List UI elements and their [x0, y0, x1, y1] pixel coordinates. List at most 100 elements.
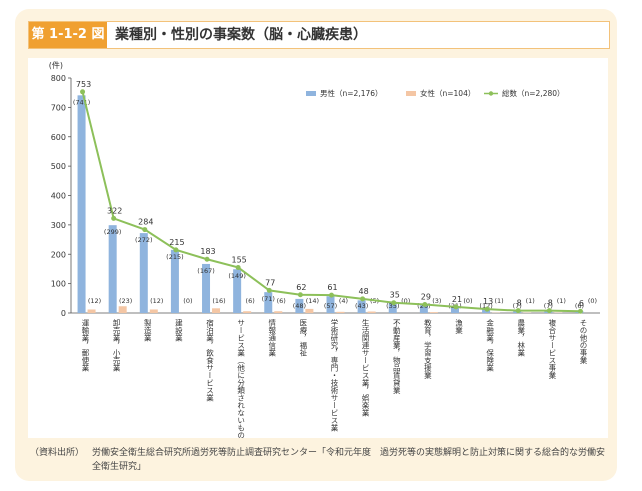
data-label-total: 155	[232, 255, 247, 264]
y-tick-label: 700	[51, 103, 66, 112]
chart: (件) 0 100 200 300 400 500 600 700 800 (741) (12) 運輸業…	[49, 60, 600, 438]
x-category-label: 不動産業，物品賃貸業	[392, 319, 401, 396]
data-label-male: (167)	[197, 267, 214, 275]
data-label-total: 62	[296, 283, 306, 292]
legend-swatch-total-point	[488, 91, 494, 96]
x-category-label: 宿泊業，飲食サービス業	[205, 318, 214, 403]
total-point	[391, 300, 397, 306]
x-category-label: 農業，林業	[516, 318, 525, 358]
source-note: （資料出所） 労働安全衛生総合研究所過労死等防止調査研究センター「令和元年度 過…	[30, 446, 610, 474]
data-label-total: 48	[359, 287, 369, 296]
data-label-male: (6)	[575, 302, 584, 310]
bar-male	[419, 305, 428, 313]
bar-male	[388, 302, 397, 313]
total-point	[80, 89, 86, 95]
x-category-label: 建設業	[174, 318, 183, 343]
total-point	[173, 247, 179, 253]
data-label-female: (0)	[588, 297, 597, 305]
bar-female	[367, 311, 376, 313]
data-label-male: (35)	[386, 302, 399, 310]
x-category-label: 卸売業，小売業	[112, 318, 121, 373]
bar-male	[170, 249, 179, 313]
y-tick-label: 600	[51, 133, 66, 142]
total-point	[329, 292, 334, 298]
x-category-label: 教育，学習支援業	[423, 318, 432, 381]
total-point	[577, 308, 583, 314]
x-category-label: 情報通信業	[268, 318, 277, 358]
bar-male	[450, 306, 459, 313]
source-label: （資料出所）	[30, 448, 85, 458]
x-category-label: 金融業，保険業	[485, 318, 494, 373]
data-label-total: 13	[483, 297, 493, 306]
figure-header: 第 1-1-2 図 業種別・性別の事案数（脳・心臓疾患）	[28, 21, 610, 49]
data-label-total: 215	[169, 238, 184, 247]
y-tick-label: 200	[51, 250, 66, 259]
total-point	[360, 296, 366, 302]
data-label-female: (1)	[494, 297, 503, 305]
data-label-female: (0)	[183, 297, 192, 305]
total-point	[453, 304, 459, 310]
data-label-female: (23)	[119, 297, 132, 305]
x-category-label: 生活関連サービス業，娯楽業	[361, 318, 370, 418]
data-label-female: (0)	[401, 297, 410, 305]
bar-male	[108, 225, 117, 313]
data-label-male: (149)	[228, 272, 245, 280]
bar-female	[336, 311, 345, 313]
legend-label-female: 女性（n=104）	[420, 88, 475, 98]
legend-label-total: 総数（n=2,280）	[502, 88, 565, 98]
data-label-male: (12)	[479, 302, 492, 310]
data-label-male: (741)	[73, 98, 90, 106]
bar-male	[326, 296, 335, 313]
y-tick-label: 0	[61, 309, 66, 318]
data-label-total: 77	[265, 278, 275, 287]
bar-male	[77, 95, 86, 313]
data-label-male: (215)	[166, 253, 183, 261]
data-label-total: 322	[107, 206, 122, 215]
legend-label-male: 男性（n=2,176）	[320, 88, 383, 98]
bar-male	[264, 292, 273, 313]
data-label-total: 183	[200, 247, 215, 256]
y-tick-label: 300	[51, 221, 66, 230]
data-label-total: 8	[517, 299, 522, 308]
x-category-label: 製造業	[143, 318, 152, 343]
data-label-female: (1)	[557, 297, 566, 305]
bar-female	[118, 306, 127, 313]
y-axis-unit: (件)	[49, 60, 63, 70]
legend-swatch-female	[406, 91, 416, 96]
data-label-male: (299)	[104, 228, 121, 236]
data-label-total: 35	[390, 291, 400, 300]
bar-male	[357, 300, 366, 313]
total-point	[142, 227, 148, 233]
bar-male	[233, 269, 242, 313]
data-label-female: (1)	[526, 297, 535, 305]
y-tick-label: 100	[51, 280, 66, 289]
total-point	[546, 308, 552, 314]
bar-female	[243, 311, 252, 313]
data-label-female: (4)	[339, 297, 348, 305]
figure-number-badge: 第 1-1-2 図	[29, 22, 107, 48]
data-label-male: (7)	[513, 302, 522, 310]
figure-title: 業種別・性別の事案数（脳・心臓疾患）	[115, 27, 367, 43]
bar-female	[212, 308, 221, 313]
data-label-total: 21	[452, 295, 462, 304]
data-label-female: (0)	[463, 297, 472, 305]
bar-female	[305, 308, 314, 313]
data-label-female: (12)	[150, 297, 163, 305]
total-point	[266, 287, 272, 293]
total-line	[81, 91, 581, 313]
total-point	[422, 301, 428, 307]
data-label-total: 29	[421, 292, 431, 301]
data-label-female: (3)	[432, 297, 441, 305]
data-label-female: (6)	[277, 297, 286, 305]
x-category-label: 医療，福祉	[299, 319, 308, 358]
total-point	[515, 308, 521, 314]
source-text: 労働安全衛生総合研究所過労死等防止調査研究センター「令和元年度 過労死等の実態解…	[92, 448, 606, 472]
total-point	[297, 292, 303, 298]
x-category-label: 漁業	[454, 318, 463, 336]
total-point	[204, 256, 210, 262]
chart-panel: (件) 0 100 200 300 400 500 600 700 800 (741) (12) 運輸業…	[28, 58, 608, 438]
total-point	[111, 215, 117, 221]
data-label-total: 8	[548, 299, 553, 308]
data-label-male: (48)	[293, 302, 306, 310]
data-label-female: (16)	[212, 297, 225, 305]
